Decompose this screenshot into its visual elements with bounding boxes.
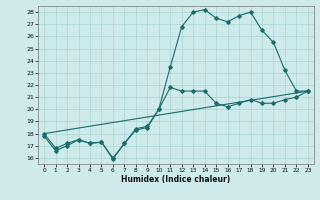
X-axis label: Humidex (Indice chaleur): Humidex (Indice chaleur) <box>121 175 231 184</box>
